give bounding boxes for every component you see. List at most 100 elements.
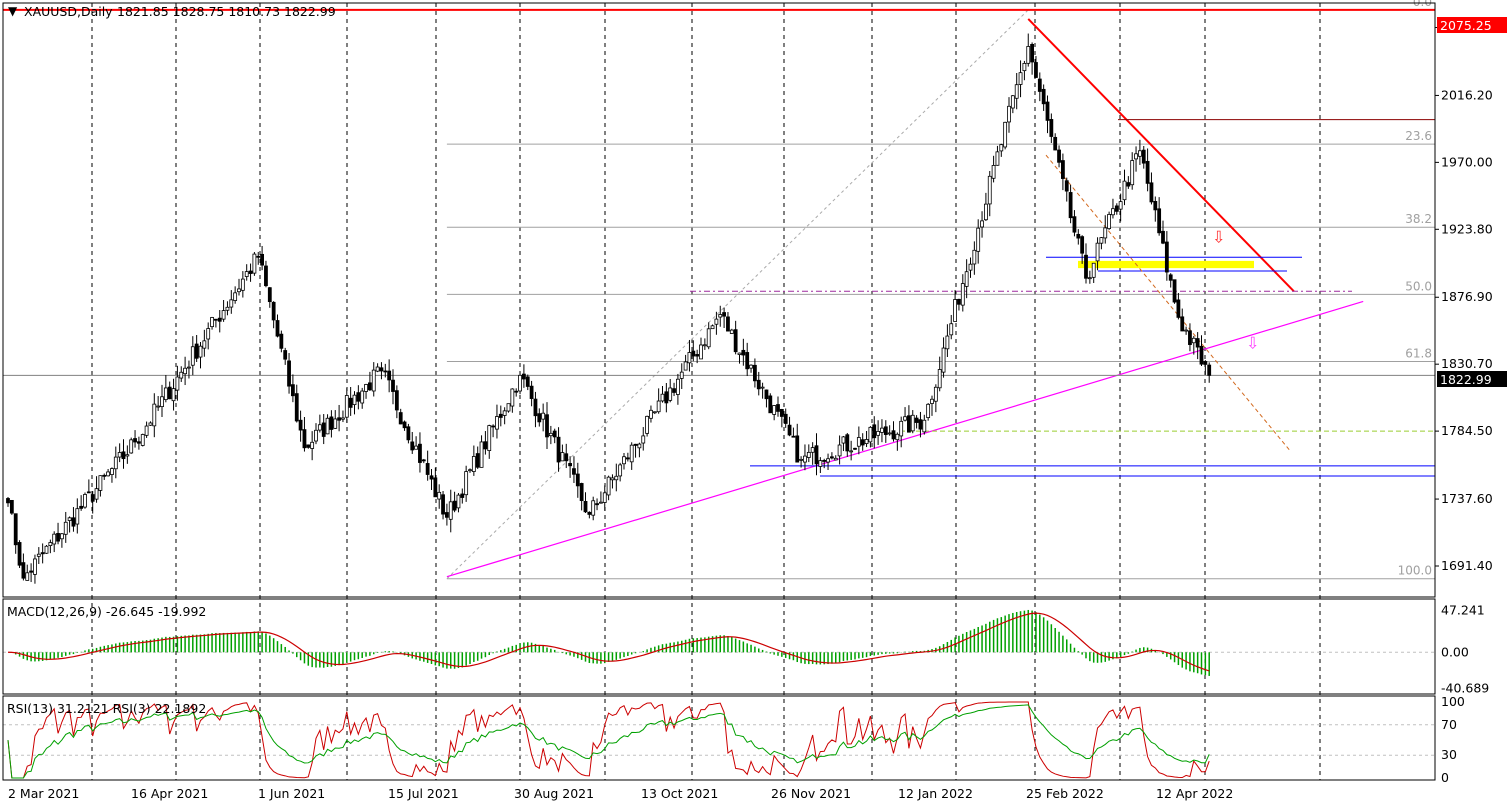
- bear-candle: [1061, 160, 1065, 179]
- bull-candle: [202, 340, 207, 349]
- bull-candle: [876, 430, 880, 436]
- bull-candle: [502, 410, 507, 416]
- bull-candle: [837, 444, 842, 457]
- bull-candle: [1022, 62, 1027, 72]
- bear-candle: [564, 453, 569, 462]
- bear-candle: [264, 265, 268, 287]
- y-tick-label-1: 2016.20: [1441, 87, 1493, 102]
- bull-candle: [518, 374, 522, 392]
- bull-candle: [910, 414, 915, 432]
- y-tick-label-2: 1970.00: [1441, 154, 1493, 169]
- bull-candle: [729, 329, 734, 334]
- bear-candle: [552, 430, 557, 438]
- bear-candle: [753, 364, 757, 382]
- bear-candle: [29, 570, 34, 573]
- bear-candle: [533, 398, 538, 417]
- bull-candle: [414, 445, 419, 450]
- bear-candle: [1076, 233, 1081, 239]
- bull-candle: [645, 415, 649, 434]
- bull-candle: [341, 417, 345, 420]
- x-tick-label-4: 30 Aug 2021: [514, 786, 594, 801]
- bear-candle: [102, 474, 107, 477]
- bear-candle: [575, 473, 580, 487]
- bull-candle: [456, 494, 461, 509]
- bull-candle: [614, 475, 619, 481]
- bear-candle: [348, 397, 353, 408]
- y-tick-label-8: 1691.40: [1441, 558, 1493, 573]
- bull-candle: [826, 458, 830, 463]
- x-tick-label-6: 26 Nov 2021: [771, 786, 851, 801]
- bull-candle: [1018, 72, 1023, 85]
- x-tick-label-9: 12 Apr 2022: [1156, 786, 1233, 801]
- bull-candle: [183, 367, 188, 375]
- bull-candle: [656, 400, 661, 413]
- bull-candle: [818, 460, 823, 467]
- bear-candle: [583, 500, 588, 513]
- bull-candle: [144, 425, 149, 436]
- bear-candle: [136, 441, 141, 444]
- indicators-layer: [3, 609, 1435, 779]
- bear-candle: [444, 512, 449, 518]
- bull-candle: [171, 388, 176, 402]
- bear-candle: [514, 390, 519, 393]
- bull-candle: [1107, 213, 1111, 229]
- bear-candle: [298, 419, 303, 431]
- bull-candle: [33, 558, 37, 575]
- bull-candle: [210, 317, 214, 328]
- bull-candle: [364, 384, 368, 392]
- bull-candle: [1130, 160, 1135, 186]
- bear-candle: [722, 312, 726, 317]
- bear-candle: [483, 441, 488, 450]
- bull-candle: [987, 175, 992, 205]
- bull-candle: [1014, 84, 1019, 99]
- bull-candle: [468, 469, 472, 472]
- bull-candle: [541, 412, 546, 420]
- bear-candle: [425, 463, 430, 475]
- bull-candle: [602, 492, 607, 503]
- bear-candle: [1207, 364, 1212, 376]
- bear-candle: [733, 329, 738, 353]
- bull-candle: [117, 452, 122, 458]
- bear-candle: [133, 438, 137, 443]
- bear-candle: [367, 382, 372, 391]
- bull-candle: [718, 314, 723, 318]
- bull-candle: [25, 572, 30, 581]
- bull-candle: [344, 395, 349, 418]
- macd-tick-label-1: 0.00: [1441, 644, 1469, 659]
- current-price-tag: [1437, 371, 1507, 387]
- bull-candle: [94, 488, 99, 500]
- bull-candle: [652, 411, 657, 414]
- bear-candle: [672, 388, 676, 393]
- x-tick-label-3: 15 Jul 2021: [388, 786, 459, 801]
- bull-candle: [1191, 337, 1196, 344]
- bull-candle: [806, 451, 811, 458]
- bull-candle: [163, 387, 168, 400]
- fib-level-label-1: 23.6: [1405, 129, 1432, 143]
- bull-candle: [1134, 153, 1138, 160]
- bear-candle: [768, 395, 773, 414]
- bull-candle: [737, 352, 742, 355]
- bull-candle: [899, 420, 904, 437]
- bull-candle: [941, 347, 946, 373]
- bear-candle: [433, 477, 438, 498]
- bull-candle: [487, 425, 492, 451]
- bull-candle: [113, 456, 118, 470]
- bull-candle: [160, 396, 164, 408]
- bull-candle: [198, 345, 203, 358]
- bull-candle: [252, 253, 257, 274]
- bull-candle: [760, 386, 765, 389]
- bull-candle: [1007, 105, 1011, 123]
- bull-candle: [1091, 262, 1096, 278]
- bull-candle: [175, 376, 180, 391]
- bear-candle: [383, 370, 388, 373]
- bear-candle: [379, 367, 384, 372]
- bear-candle: [421, 459, 426, 462]
- bear-candle: [398, 412, 403, 425]
- bear-candle: [891, 430, 896, 440]
- header-triangle-icon[interactable]: ▼: [8, 4, 18, 18]
- bull-candle: [67, 517, 72, 521]
- bull-candle: [375, 366, 380, 372]
- bull-candle: [60, 533, 64, 540]
